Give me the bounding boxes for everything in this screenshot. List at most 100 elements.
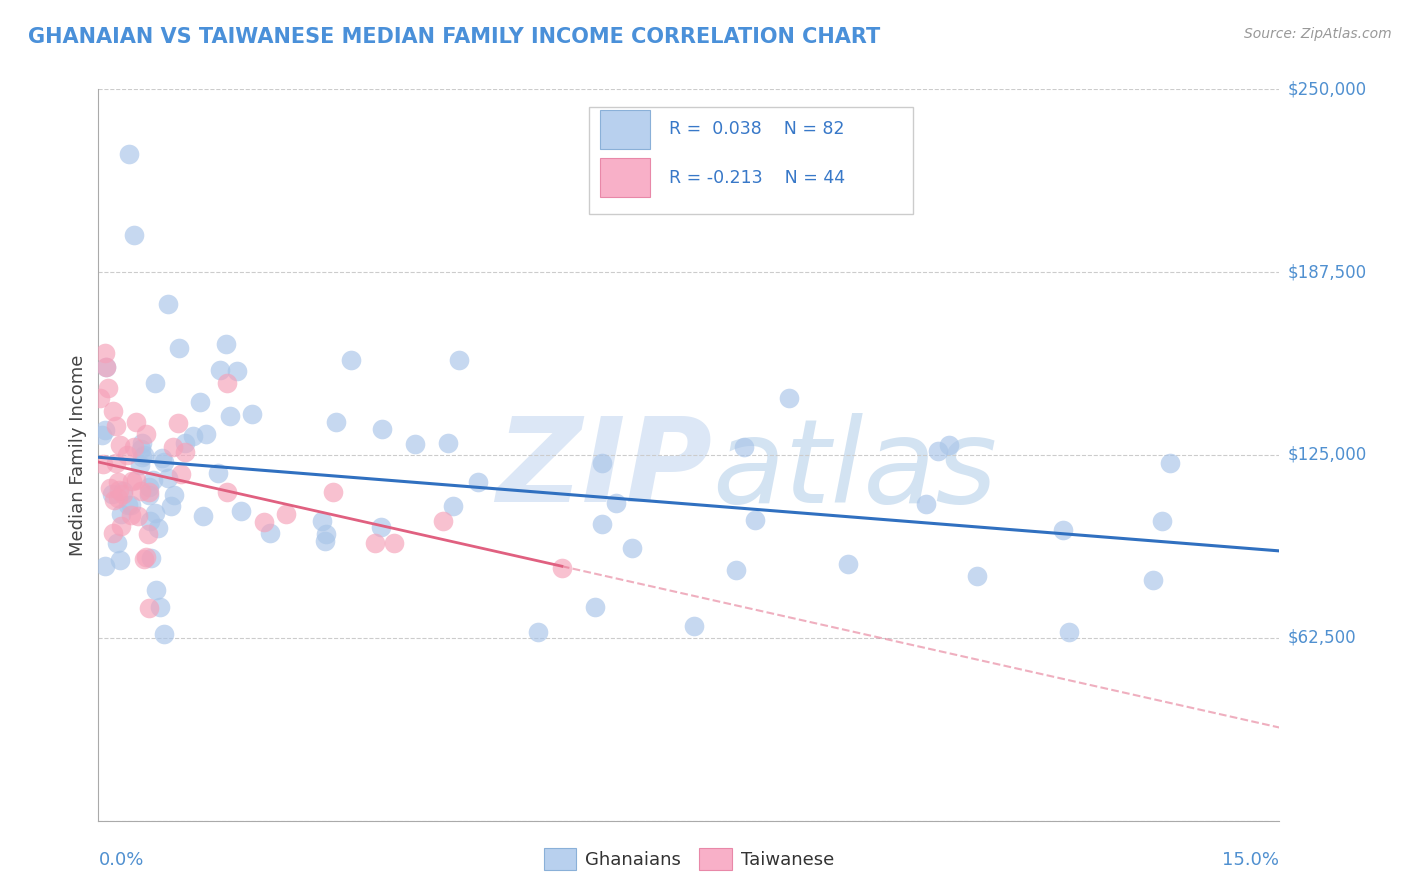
Text: $250,000: $250,000 bbox=[1288, 80, 1367, 98]
Point bbox=[314, 534, 336, 549]
Point bbox=[135, 549, 157, 564]
Point bbox=[174, 444, 197, 458]
Text: 15.0%: 15.0% bbox=[1222, 851, 1279, 869]
Text: $125,000: $125,000 bbox=[1288, 446, 1367, 464]
Point bbox=[437, 436, 460, 450]
Point bbox=[927, 444, 949, 458]
Point bbox=[231, 503, 253, 517]
Point bbox=[259, 526, 281, 541]
Point bbox=[938, 437, 960, 451]
Point bbox=[315, 527, 337, 541]
Point bbox=[157, 471, 180, 485]
Point bbox=[110, 507, 132, 521]
Point bbox=[382, 536, 405, 550]
FancyBboxPatch shape bbox=[600, 158, 650, 197]
Legend: Ghanaians, Taiwanese: Ghanaians, Taiwanese bbox=[537, 841, 841, 878]
Point bbox=[583, 599, 606, 614]
Point bbox=[121, 475, 143, 489]
Point bbox=[131, 450, 153, 464]
FancyBboxPatch shape bbox=[589, 108, 914, 213]
Point bbox=[103, 526, 125, 541]
Point bbox=[149, 600, 172, 615]
Point bbox=[136, 527, 159, 541]
Point bbox=[131, 435, 153, 450]
Point bbox=[125, 416, 148, 430]
Point bbox=[103, 493, 125, 508]
Point bbox=[104, 456, 127, 470]
Point bbox=[139, 514, 162, 528]
Point bbox=[132, 448, 155, 462]
Text: $62,500: $62,500 bbox=[1288, 629, 1357, 647]
Point bbox=[1052, 524, 1074, 538]
Point bbox=[966, 568, 988, 582]
Point bbox=[915, 497, 938, 511]
Point bbox=[125, 473, 148, 487]
Point bbox=[160, 499, 183, 513]
Point bbox=[322, 484, 344, 499]
Point bbox=[131, 483, 153, 498]
Point bbox=[120, 499, 142, 513]
Point bbox=[363, 535, 385, 549]
Point bbox=[138, 480, 160, 494]
Point bbox=[93, 458, 115, 472]
Text: ZIP: ZIP bbox=[496, 412, 713, 527]
Point bbox=[145, 506, 167, 520]
Point bbox=[527, 624, 550, 639]
Point bbox=[142, 473, 165, 487]
Point bbox=[170, 467, 193, 481]
Point bbox=[135, 427, 157, 442]
Point bbox=[1152, 514, 1174, 528]
Point bbox=[89, 391, 111, 405]
Point bbox=[107, 483, 129, 497]
FancyBboxPatch shape bbox=[600, 110, 650, 149]
Point bbox=[370, 422, 392, 436]
Point bbox=[778, 391, 800, 405]
Point bbox=[167, 341, 190, 355]
Point bbox=[153, 455, 176, 469]
Point bbox=[104, 418, 127, 433]
Point bbox=[105, 535, 128, 549]
Point bbox=[120, 508, 142, 522]
Point bbox=[93, 345, 115, 359]
Point bbox=[101, 487, 124, 501]
Point bbox=[1159, 456, 1181, 470]
Point bbox=[1059, 624, 1081, 639]
Point bbox=[94, 558, 117, 573]
Point bbox=[208, 363, 231, 377]
Point bbox=[218, 409, 240, 424]
Text: atlas: atlas bbox=[713, 412, 998, 526]
Point bbox=[108, 553, 131, 567]
Point bbox=[240, 407, 263, 421]
Point bbox=[107, 475, 129, 490]
Point bbox=[162, 440, 184, 454]
Point bbox=[441, 499, 464, 513]
Text: 0.0%: 0.0% bbox=[98, 851, 143, 869]
Point bbox=[117, 498, 139, 512]
Point bbox=[252, 515, 274, 529]
Point bbox=[404, 437, 426, 451]
Point bbox=[94, 423, 117, 437]
Point bbox=[162, 488, 184, 502]
Point bbox=[194, 427, 217, 442]
Point bbox=[837, 558, 859, 572]
Point bbox=[127, 508, 149, 523]
Point bbox=[107, 491, 129, 505]
Point bbox=[225, 363, 247, 377]
Point bbox=[447, 353, 470, 368]
Text: R =  0.038    N = 82: R = 0.038 N = 82 bbox=[669, 120, 845, 138]
Point bbox=[188, 394, 211, 409]
Point bbox=[94, 360, 117, 375]
Point bbox=[215, 337, 238, 351]
Point bbox=[122, 440, 145, 454]
Point bbox=[150, 451, 173, 466]
Point bbox=[325, 415, 347, 429]
Point bbox=[153, 627, 176, 641]
Point bbox=[115, 448, 138, 462]
Point bbox=[138, 485, 160, 500]
Point bbox=[591, 517, 613, 532]
Point bbox=[131, 442, 153, 457]
Point bbox=[551, 561, 574, 575]
Point bbox=[118, 146, 141, 161]
Point bbox=[138, 601, 160, 615]
Point bbox=[733, 441, 755, 455]
